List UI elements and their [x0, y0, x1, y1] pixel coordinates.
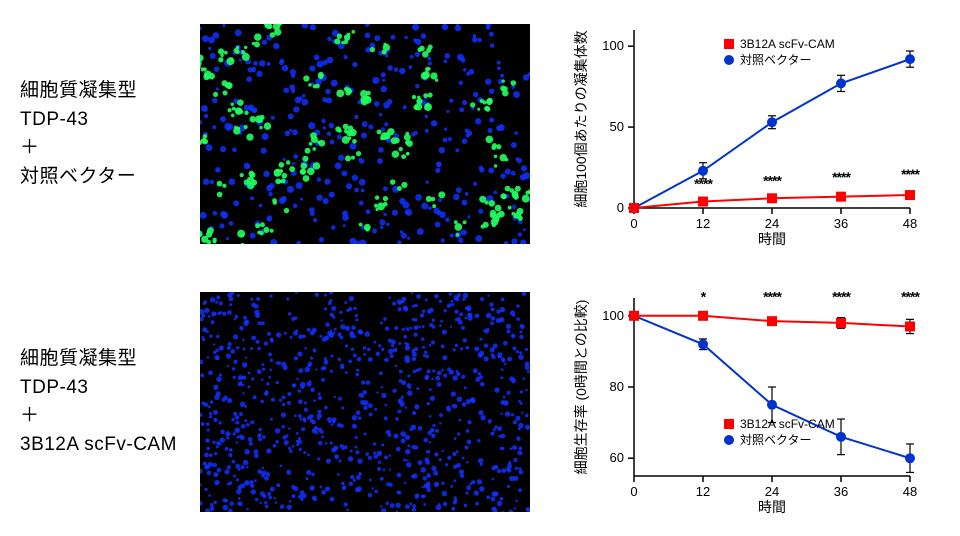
- svg-text:24: 24: [765, 484, 779, 499]
- svg-text:細胞生存率 (0時間との比較): 細胞生存率 (0時間との比較): [573, 300, 589, 475]
- svg-text:3B12A scFv-CAM: 3B12A scFv-CAM: [740, 37, 835, 51]
- micrograph-control: [200, 24, 530, 244]
- svg-text:0: 0: [630, 484, 637, 499]
- svg-text:細胞100個あたりの凝集体数: 細胞100個あたりの凝集体数: [573, 30, 589, 207]
- svg-text:80: 80: [610, 379, 624, 394]
- svg-text:****: ****: [832, 169, 851, 185]
- label-control: 細胞質凝集型 TDP-43 ＋ 対照ベクター: [0, 77, 200, 191]
- svg-text:12: 12: [696, 484, 710, 499]
- svg-text:****: ****: [763, 172, 782, 188]
- svg-text:0: 0: [617, 200, 624, 215]
- svg-text:*: *: [701, 289, 707, 305]
- svg-text:対照ベクター: 対照ベクター: [740, 53, 812, 67]
- label-line: 対照ベクター: [20, 163, 200, 192]
- svg-text:36: 36: [834, 484, 848, 499]
- svg-text:3B12A scFv-CAM: 3B12A scFv-CAM: [740, 417, 835, 431]
- figure-page: 細胞質凝集型 TDP-43 ＋ 対照ベクター 0 50 100 0 12 24 36 48 時間…: [0, 0, 960, 536]
- label-line: TDP-43: [20, 374, 200, 403]
- svg-text:48: 48: [903, 484, 917, 499]
- svg-text:時間: 時間: [758, 499, 786, 515]
- chart-aggregates: 0 50 100 0 12 24 36 48 時間 細胞100個あたりの凝集体数 **** **** *…: [570, 20, 920, 248]
- svg-text:36: 36: [834, 216, 848, 231]
- svg-text:****: ****: [901, 289, 920, 305]
- chart-aggregates-col: 0 50 100 0 12 24 36 48 時間 細胞100個あたりの凝集体数 **** **** *…: [530, 10, 960, 258]
- label-3b12a: 細胞質凝集型 TDP-43 ＋ 3B12A scFv-CAM: [0, 345, 200, 459]
- svg-text:****: ****: [901, 166, 920, 182]
- micrograph-3b12a: [200, 292, 530, 512]
- svg-text:60: 60: [610, 450, 624, 465]
- svg-text:時間: 時間: [758, 231, 786, 247]
- svg-text:48: 48: [903, 216, 917, 231]
- label-line: 細胞質凝集型: [20, 345, 200, 374]
- svg-text:****: ****: [832, 289, 851, 305]
- svg-text:100: 100: [602, 38, 624, 53]
- chart-survival-col: 6080100012243648時間細胞生存率 (0時間との比較)*******…: [530, 278, 960, 526]
- row-control: 細胞質凝集型 TDP-43 ＋ 対照ベクター 0 50 100 0 12 24 36 48 時間…: [0, 10, 960, 258]
- label-line: 3B12A scFv-CAM: [20, 431, 200, 460]
- chart-survival: 6080100012243648時間細胞生存率 (0時間との比較)*******…: [570, 288, 920, 516]
- svg-text:12: 12: [696, 216, 710, 231]
- svg-text:****: ****: [694, 176, 713, 192]
- svg-text:対照ベクター: 対照ベクター: [740, 433, 812, 447]
- svg-text:****: ****: [763, 289, 782, 305]
- row-3b12a: 細胞質凝集型 TDP-43 ＋ 3B12A scFv-CAM 60 80 100 0 1…: [0, 278, 960, 526]
- label-line: 細胞質凝集型: [20, 77, 200, 106]
- label-line: ＋: [20, 402, 200, 431]
- svg-text:24: 24: [765, 216, 779, 231]
- svg-text:100: 100: [602, 308, 624, 323]
- label-line: ＋: [20, 134, 200, 163]
- svg-text:50: 50: [610, 119, 624, 134]
- label-line: TDP-43: [20, 106, 200, 135]
- svg-text:0: 0: [630, 216, 637, 231]
